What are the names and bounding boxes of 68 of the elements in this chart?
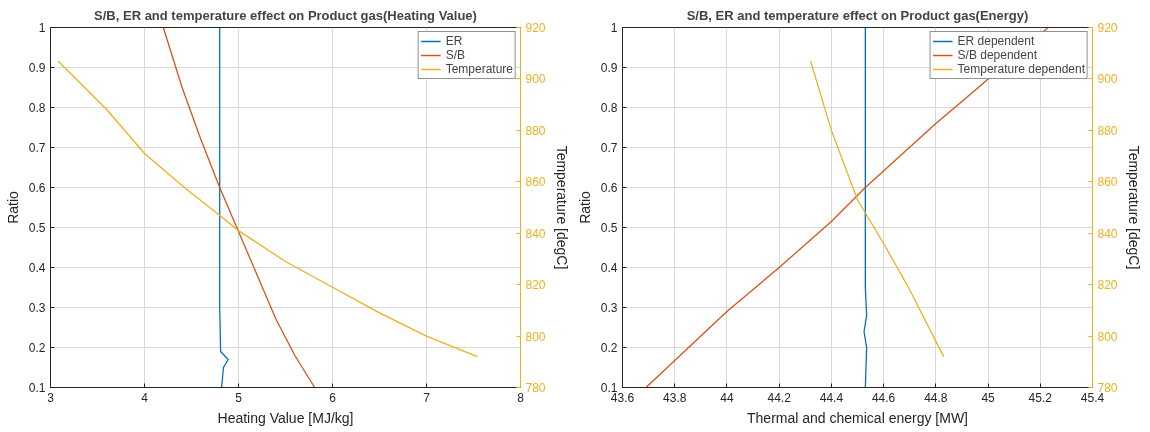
x-tick-label: 4	[141, 390, 149, 405]
y-tick-label: 0.3	[600, 301, 618, 315]
y2-tick-label: 880	[525, 123, 546, 138]
x-axis-title: Heating Value [MJ/kg]	[217, 409, 354, 426]
y-tick-label: 0.7	[28, 141, 46, 155]
y-tick-label: 1	[610, 21, 618, 35]
legend-label: Temperature dependent	[957, 62, 1085, 76]
y-tick-label: 0.4	[600, 261, 618, 275]
y-tick-label: 0.3	[28, 301, 46, 315]
y-tick-label: 0.5	[600, 221, 618, 235]
x-tick-label: 44.2	[767, 390, 792, 405]
y-axis-title: Ratio	[4, 190, 21, 224]
y-tick-label: 0.8	[600, 101, 618, 115]
y-tick-label: 0.2	[600, 341, 618, 355]
x-tick-label: 44.6	[871, 390, 896, 405]
legend-label: Temperature	[445, 62, 513, 76]
y-tick-label: 0.5	[28, 221, 46, 235]
y2-tick-label: 920	[1097, 21, 1118, 35]
x-tick-label: 45.2	[1028, 390, 1053, 405]
y2-tick-label: 840	[525, 226, 546, 241]
x-tick-label: 5	[235, 390, 243, 405]
y-tick-label: 0.6	[600, 181, 618, 195]
x-tick-label: 7	[423, 390, 431, 405]
legend-label: ER dependent	[957, 34, 1035, 48]
y2-tick-label: 820	[1097, 278, 1118, 293]
line-series	[863, 27, 868, 388]
y-tick-label: 0.8	[28, 101, 46, 115]
y-tick-label: 0.1	[600, 381, 618, 395]
x-tick-label: 8	[517, 390, 525, 405]
y2-tick-label: 800	[525, 329, 546, 344]
y2-tick-label: 780	[1097, 381, 1118, 395]
x-tick-label: 43.8	[663, 390, 687, 405]
y2-axis-title: Temperature [degC]	[553, 145, 570, 270]
legend-label: S/B	[445, 48, 466, 62]
y-tick-label: 0.9	[600, 61, 618, 75]
y2-tick-label: 780	[525, 381, 546, 395]
y2-tick-label: 920	[525, 21, 546, 35]
y2-tick-label: 860	[1097, 175, 1118, 190]
line-series	[809, 60, 945, 358]
y2-tick-label: 820	[525, 278, 546, 293]
y-tick-label: 0.2	[28, 341, 46, 355]
x-axis-title: Thermal and chemical energy [MW]	[747, 409, 968, 426]
y2-tick-label: 900	[1097, 72, 1118, 87]
y-tick-label: 1	[38, 21, 46, 35]
legend-label: ER	[445, 34, 464, 48]
y-axis-title: Ratio	[576, 190, 593, 224]
y-tick-label: 0.1	[28, 381, 46, 395]
x-tick-label: 6	[329, 390, 337, 405]
x-tick-label: 44.8	[924, 390, 948, 405]
chart-title: S/B, ER and temperature effect on Product gas(Energy)	[686, 7, 1029, 23]
y2-axis-title: Temperature [degC]	[1125, 145, 1142, 270]
x-tick-label: 3	[47, 390, 55, 405]
y-tick-label: 0.4	[28, 261, 46, 275]
chart-title: S/B, ER and temperature effect on Product gas(Heating Value)	[94, 7, 477, 23]
y-tick-label: 0.7	[600, 141, 618, 155]
line-series	[162, 27, 316, 388]
y-tick-label: 0.6	[28, 181, 46, 195]
y-tick-label: 0.9	[28, 61, 46, 75]
legend-label: S/B dependent	[957, 48, 1037, 62]
y2-tick-label: 860	[525, 175, 546, 190]
x-tick-label: 44	[720, 390, 734, 405]
y2-tick-label: 900	[525, 72, 546, 87]
x-tick-label: 44.4	[819, 390, 844, 405]
line-series	[219, 27, 229, 388]
y2-tick-label: 880	[1097, 123, 1118, 138]
y2-tick-label: 800	[1097, 329, 1118, 344]
x-tick-label: 45	[981, 390, 996, 405]
y2-tick-label: 840	[1097, 226, 1118, 241]
